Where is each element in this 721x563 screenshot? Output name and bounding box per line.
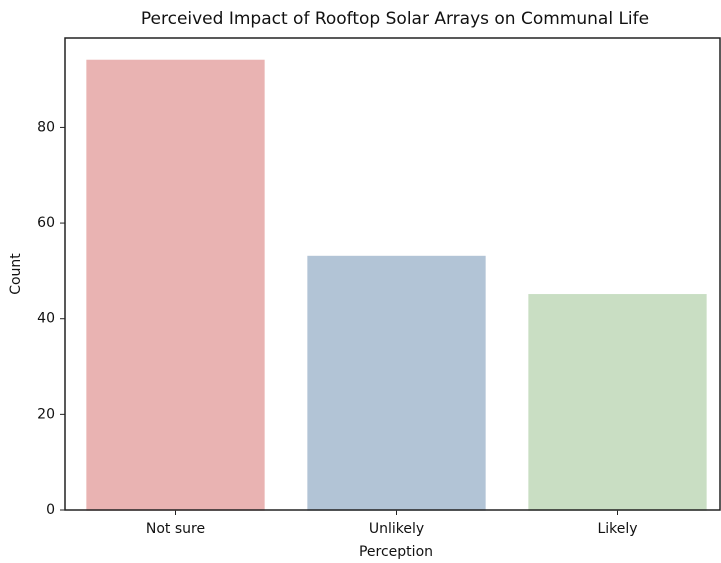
axes-frame xyxy=(64,37,721,511)
bar xyxy=(307,255,486,511)
y-tick-label: 60 xyxy=(37,215,55,231)
bar xyxy=(528,294,707,511)
y-tick-label: 20 xyxy=(37,406,55,422)
x-tick-label: Unlikely xyxy=(369,521,424,537)
x-axis-label: Perception xyxy=(359,544,433,560)
bar xyxy=(86,59,265,511)
y-tick-label: 0 xyxy=(46,502,55,518)
x-tick-label: Likely xyxy=(597,521,637,537)
y-tick-label: 40 xyxy=(37,311,55,327)
chart-title: Perceived Impact of Rooftop Solar Arrays… xyxy=(141,9,649,29)
y-tick-label: 80 xyxy=(37,119,55,135)
x-tick-label: Not sure xyxy=(146,521,205,537)
y-axis-label: Count xyxy=(8,253,24,295)
